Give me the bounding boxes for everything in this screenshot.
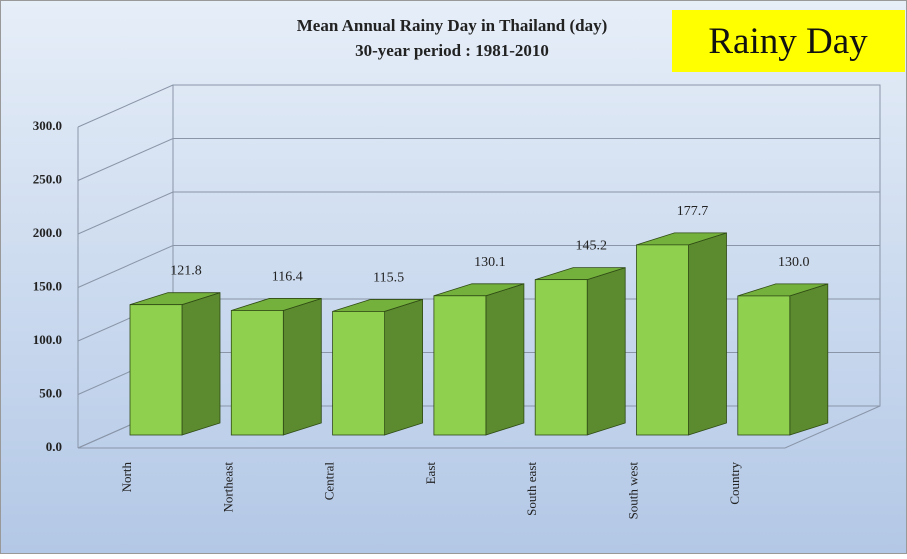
x-tick-label: Northeast (220, 462, 235, 513)
bar (636, 244, 689, 436)
value-label: 130.0 (778, 255, 810, 270)
value-label: 116.4 (272, 269, 303, 284)
value-label: 145.2 (575, 239, 607, 254)
y-tick-label: 150.0 (33, 278, 62, 293)
x-tick-label: Country (727, 462, 742, 505)
bar (534, 279, 588, 436)
grid-line (77, 138, 880, 181)
y-tick-label: 200.0 (33, 225, 62, 240)
grid-line (77, 84, 880, 128)
bar-side (586, 267, 626, 436)
bar-side (485, 283, 525, 436)
y-tick-label: 300.0 (33, 118, 62, 133)
chart-title: Mean Annual Rainy Day in Thailand (day) (297, 16, 608, 35)
bar (737, 295, 791, 436)
y-tick-label: 0.0 (46, 439, 62, 454)
bar-side (384, 298, 424, 436)
bar (433, 295, 487, 436)
bar (230, 310, 284, 436)
x-tick-label: South west (625, 462, 640, 520)
bar-side (282, 297, 322, 436)
y-tick-label: 250.0 (33, 171, 62, 186)
chart-subtitle: 30-year period : 1981-2010 (355, 41, 549, 60)
x-tick-label: South east (524, 462, 539, 516)
annotation: Rainy Day (708, 21, 868, 62)
value-label: 121.8 (170, 264, 202, 279)
x-tick-label: Central (322, 462, 337, 501)
y-tick-label: 100.0 (33, 332, 62, 347)
value-label: 177.7 (677, 204, 709, 219)
bar (332, 311, 386, 436)
value-label: 130.1 (474, 255, 506, 270)
bar-side (181, 292, 221, 436)
x-tick-label: North (119, 462, 134, 493)
grid-line (77, 191, 880, 235)
y-tick-label: 50.0 (39, 385, 62, 400)
x-tick-label: East (423, 462, 438, 485)
bar (129, 304, 183, 436)
annotation-box (672, 10, 905, 72)
value-label: 115.5 (373, 270, 404, 285)
bar-side (789, 283, 829, 436)
bar-side (688, 232, 727, 436)
